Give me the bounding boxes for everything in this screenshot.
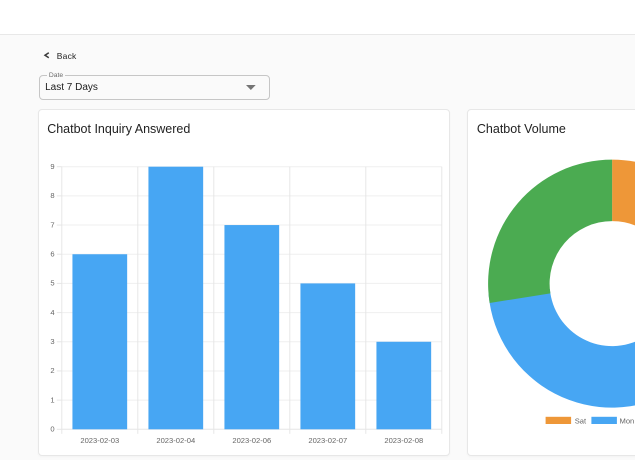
svg-text:Mon: Mon: [619, 417, 634, 426]
svg-text:2023-02-03: 2023-02-03: [80, 436, 119, 445]
svg-text:8: 8: [50, 191, 54, 200]
svg-text:2023-02-08: 2023-02-08: [384, 436, 423, 445]
svg-text:6: 6: [50, 249, 54, 258]
svg-text:9: 9: [50, 162, 54, 171]
svg-text:2: 2: [50, 366, 54, 375]
svg-text:7: 7: [50, 220, 54, 229]
svg-text:Sat: Sat: [574, 417, 586, 426]
svg-text:5: 5: [50, 279, 54, 288]
svg-text:0: 0: [50, 424, 54, 433]
svg-text:1: 1: [50, 395, 54, 404]
svg-text:4: 4: [50, 308, 54, 317]
svg-text:3: 3: [50, 337, 54, 346]
svg-text:2023-02-06: 2023-02-06: [232, 436, 271, 445]
svg-text:2023-02-07: 2023-02-07: [308, 436, 347, 445]
svg-text:2023-02-04: 2023-02-04: [156, 436, 195, 445]
